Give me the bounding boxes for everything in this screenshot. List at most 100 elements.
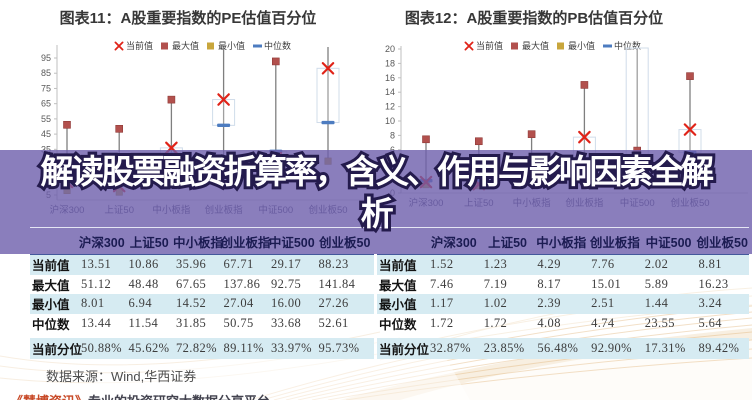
table-cell: 88.23: [318, 257, 349, 272]
table-header-cell: 中小板指: [173, 235, 224, 250]
svg-text:6: 6: [390, 145, 395, 155]
table-cell: 33.68: [271, 315, 302, 330]
table-cell: 52.61: [318, 315, 349, 330]
table-cell: 27.26: [318, 296, 349, 311]
table-cell: 89.11%: [223, 341, 264, 355]
pb-value-table: 沪深300 上证50 中小板指 创业板指 中证500 创业板50 当前值 1.52 1.23 4.…: [377, 227, 749, 359]
pb-table-row-4: 当前分位 32.87% 23.85% 56.48% 92.90% 17.31% 89.42%: [377, 338, 749, 359]
table-row-label: 最大值: [379, 278, 417, 293]
table-header-cell: 创业板指: [220, 235, 271, 250]
table-cell: 6.94: [128, 296, 152, 311]
table-cell: 1.72: [430, 315, 454, 330]
table-cell: 27.04: [223, 296, 254, 311]
pe-table-row-0: 当前值 13.51 10.86 35.96 67.71 29.17 88.23: [30, 254, 374, 275]
svg-text:12: 12: [385, 102, 395, 112]
pe-legend-label: 最小值: [218, 40, 245, 51]
table-cell: 29.17: [271, 257, 302, 272]
table-cell: 8.17: [537, 276, 561, 291]
pb-legend-label: 中位数: [614, 40, 641, 51]
table-cell: 51.12: [81, 276, 112, 291]
table-cell: 13.44: [81, 315, 112, 330]
table-cell: 23.85%: [483, 341, 525, 355]
pb-table-row-1: 最大值 7.46 7.19 8.17 15.01 5.89 16.23: [377, 275, 749, 295]
table-cell: 32.87%: [430, 341, 471, 355]
svg-text:16: 16: [385, 73, 395, 83]
table-cell: 67.65: [176, 276, 207, 291]
svg-text:95: 95: [41, 53, 51, 63]
table-header-cell: 沪深300: [430, 235, 477, 250]
table-cell: 35.96: [176, 257, 207, 272]
table-header-cell: 中证500: [645, 235, 692, 250]
table-cell: 4.74: [591, 315, 615, 330]
table-cell: 17.31%: [644, 341, 686, 355]
pe-table-row-2: 最小值 8.01 6.94 14.52 27.04 16.00 27.26: [30, 294, 374, 314]
headline-text: 解读股票融资折算率，含义、作用与影响因素全解析: [40, 153, 715, 232]
svg-text:45: 45: [41, 129, 51, 139]
table-cell: 89.42%: [698, 341, 740, 355]
table-header-cell: 中证500: [268, 235, 315, 250]
pb-table-row-2: 最小值 1.17 1.02 2.39 2.51 1.44 3.24: [377, 294, 749, 314]
watermark-line: 《慧博资讯》专业的投资研究大数据分享平台: [10, 391, 270, 400]
table-cell: 13.51: [81, 257, 112, 272]
table-cell: 92.75: [271, 276, 302, 291]
table-header-cell: 创业板50: [319, 235, 371, 250]
pb-legend-label: 当前值: [476, 40, 503, 51]
pb-table-row-3: 中位数 1.72 1.72 4.08 4.74 23.55 5.64: [377, 314, 749, 334]
table-cell: 31.85: [176, 315, 207, 330]
table-cell: 7.19: [483, 276, 508, 291]
pe-table-header-row: 沪深300 上证50 中小板指 创业板指 中证500 创业板50: [30, 228, 374, 254]
svg-text:20: 20: [385, 44, 395, 54]
table-cell: 8.01: [81, 296, 105, 311]
table-cell: 8.81: [698, 257, 722, 272]
table-cell: 23.55: [644, 315, 675, 330]
table-header-cell: 创业板指: [589, 235, 640, 250]
table-cell: 48.48: [128, 276, 159, 291]
pe-table-row-3: 中位数 13.44 11.54 31.85 50.75 33.68 52.61: [30, 314, 374, 334]
pb-legend-label: 最小值: [568, 40, 595, 51]
table-cell: 7.76: [591, 257, 615, 272]
table-row-label: 当前值: [379, 259, 417, 274]
table-cell: 1.44: [644, 296, 669, 311]
pe-legend-label: 中位数: [264, 40, 291, 51]
table-cell: 16.23: [698, 276, 729, 291]
table-cell: 7.46: [430, 276, 454, 291]
table-cell: 45.62%: [128, 341, 170, 355]
headline-outline: 解读股票融资折算率，含义、作用与影响因素全解析: [38, 150, 718, 235]
table-cell: 1.23: [483, 257, 508, 272]
table-cell: 1.02: [483, 296, 508, 311]
pb-table-row-0: 当前值 1.52 1.23 4.29 7.76 2.02 8.81: [377, 254, 749, 275]
table-cell: 92.90%: [591, 341, 633, 355]
pb-chart-title: 图表12：A股重要指数的PB估值百分位: [404, 10, 664, 27]
overlay-banner: [0, 150, 752, 254]
table-cell: 50.88%: [81, 341, 122, 355]
table-cell: 50.75: [223, 315, 254, 330]
table-cell: 14.52: [176, 296, 207, 311]
pe-chart-title: 图表11：A股重要指数的PE估值百分位: [59, 10, 317, 27]
table-row-label: 当前分位: [32, 343, 83, 357]
table-cell: 10.86: [128, 257, 159, 272]
table-cell: 5.89: [644, 276, 669, 291]
table-row-label: 当前分位: [379, 343, 430, 357]
svg-text:55: 55: [41, 114, 51, 124]
table-cell: 2.39: [537, 296, 561, 311]
watermark-brand: 《慧博资讯》: [10, 394, 88, 400]
table-row-label: 中位数: [379, 317, 417, 332]
table-cell: 1.72: [483, 315, 508, 330]
table-cell: 137.86: [223, 276, 261, 291]
table-cell: 1.17: [430, 296, 454, 311]
svg-text:10: 10: [385, 116, 395, 126]
table-header-cell: 上证50: [129, 235, 169, 250]
table-cell: 1.52: [430, 257, 454, 272]
svg-text:35: 35: [41, 144, 51, 154]
table-cell: 95.73%: [318, 341, 360, 355]
svg-text:18: 18: [385, 58, 395, 68]
pb-table-header-row: 沪深300 上证50 中小板指 创业板指 中证500 创业板50: [377, 228, 749, 254]
table-row-label: 最小值: [379, 298, 417, 313]
table-cell: 2.51: [591, 296, 615, 311]
table-cell: 4.29: [537, 257, 561, 272]
table-cell: 4.08: [537, 315, 561, 330]
table-cell: 11.54: [128, 315, 159, 330]
pe-table-row-4: 当前分位 50.88% 45.62% 72.82% 89.11% 33.97% 95.73%: [30, 338, 374, 359]
table-row-label: 最小值: [32, 298, 70, 313]
